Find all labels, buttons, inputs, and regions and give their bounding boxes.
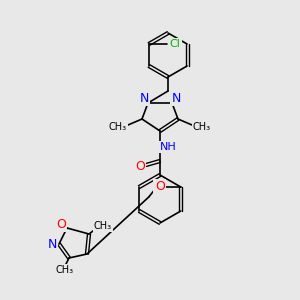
Text: O: O	[56, 218, 66, 230]
Text: CH₃: CH₃	[109, 122, 127, 132]
Text: N: N	[171, 92, 181, 104]
Text: CH₃: CH₃	[94, 221, 112, 231]
Text: CH₃: CH₃	[56, 265, 74, 275]
Text: NH: NH	[160, 142, 176, 152]
Text: N: N	[139, 92, 149, 104]
Text: N: N	[47, 238, 57, 250]
Text: Cl: Cl	[169, 39, 180, 49]
Text: O: O	[135, 160, 145, 173]
Text: O: O	[155, 181, 165, 194]
Text: CH₃: CH₃	[193, 122, 211, 132]
